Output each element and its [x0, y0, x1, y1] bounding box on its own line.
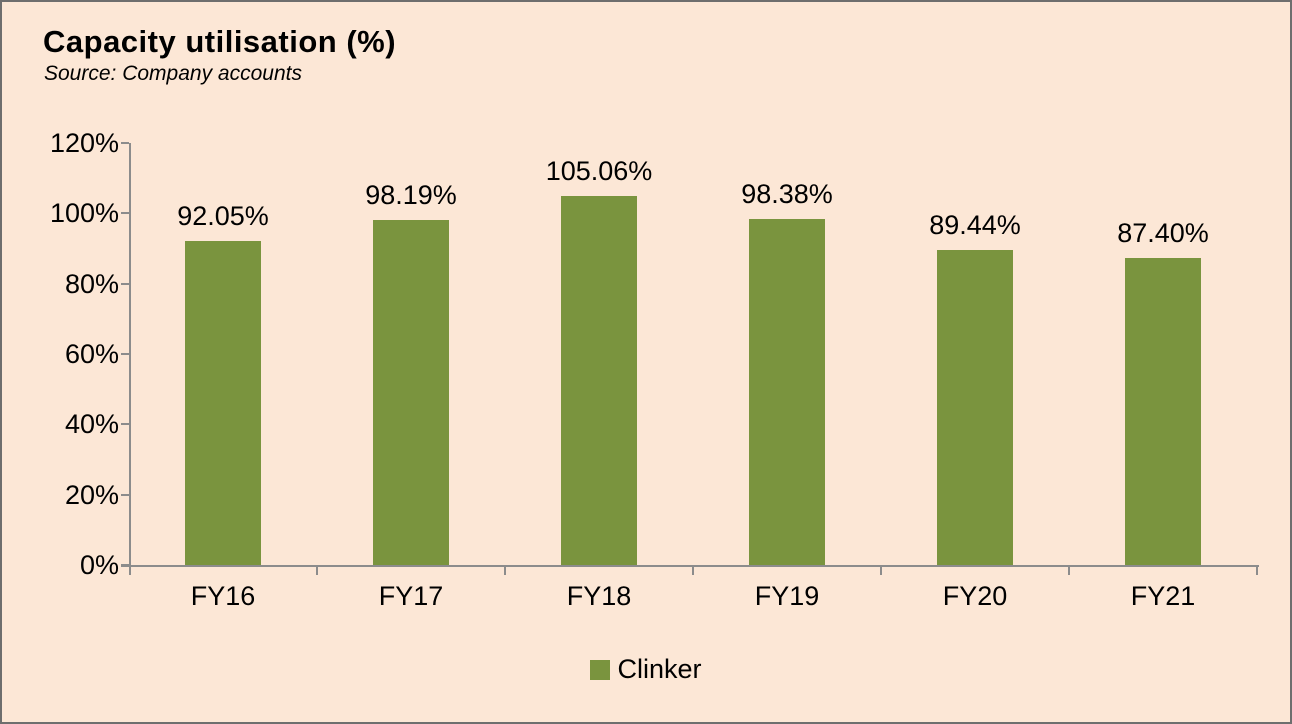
bar-fy21: [1125, 258, 1201, 565]
x-axis-line: [121, 565, 1259, 567]
legend-swatch-icon: [590, 659, 611, 680]
bar-value-label: 87.40%: [1117, 218, 1209, 248]
y-axis-tick-label: 40%: [64, 409, 119, 440]
bar-value-label: 105.06%: [545, 156, 653, 186]
y-axis-line: [129, 143, 131, 575]
x-axis-tick: [316, 565, 318, 575]
x-axis-tick: [1256, 565, 1258, 575]
bar-fy17: [373, 220, 449, 565]
chart-title: Capacity utilisation (%): [43, 24, 397, 59]
y-axis-tick-label: 100%: [49, 198, 119, 229]
bar-fy18: [561, 196, 637, 565]
y-axis-tick-label: 80%: [64, 268, 119, 299]
x-axis-category-label: FY20: [942, 581, 1008, 611]
x-axis-tick: [504, 565, 506, 575]
legend-label: Clinker: [617, 654, 702, 684]
y-axis-tick: [121, 493, 129, 496]
x-axis-tick: [880, 565, 882, 575]
x-axis-category-label: FY17: [378, 581, 444, 611]
bar-value-label: 92.05%: [177, 201, 269, 231]
legend: Clinker: [2, 654, 1290, 685]
y-axis-tick-label: 60%: [64, 339, 119, 369]
bar-value-label: 98.19%: [365, 180, 457, 210]
x-axis-category-label: FY16: [190, 581, 256, 611]
bar-fy19: [749, 219, 825, 565]
y-axis-tick-label: 0%: [79, 550, 119, 580]
bar-value-label: 89.44%: [929, 210, 1021, 240]
bar-fy16: [185, 241, 261, 565]
y-axis-tick: [121, 564, 129, 566]
x-axis-tick: [692, 565, 694, 575]
bar-fy20: [937, 250, 1013, 565]
bar-value-label: 98.38%: [741, 179, 833, 209]
x-axis-tick: [1068, 565, 1070, 575]
y-axis-tick-label: 120%: [49, 128, 119, 158]
y-axis-tick: [121, 282, 129, 285]
y-axis-tick-label: 20%: [64, 479, 119, 510]
y-axis-tick: [121, 212, 129, 215]
x-axis-category-label: FY19: [754, 581, 820, 611]
y-axis-tick: [121, 142, 129, 144]
y-axis-tick: [121, 423, 129, 426]
chart-source: Source: Company accounts: [44, 62, 302, 85]
x-axis-category-label: FY21: [1130, 581, 1196, 611]
y-axis-tick: [121, 353, 129, 355]
x-axis-category-label: FY18: [566, 581, 632, 611]
